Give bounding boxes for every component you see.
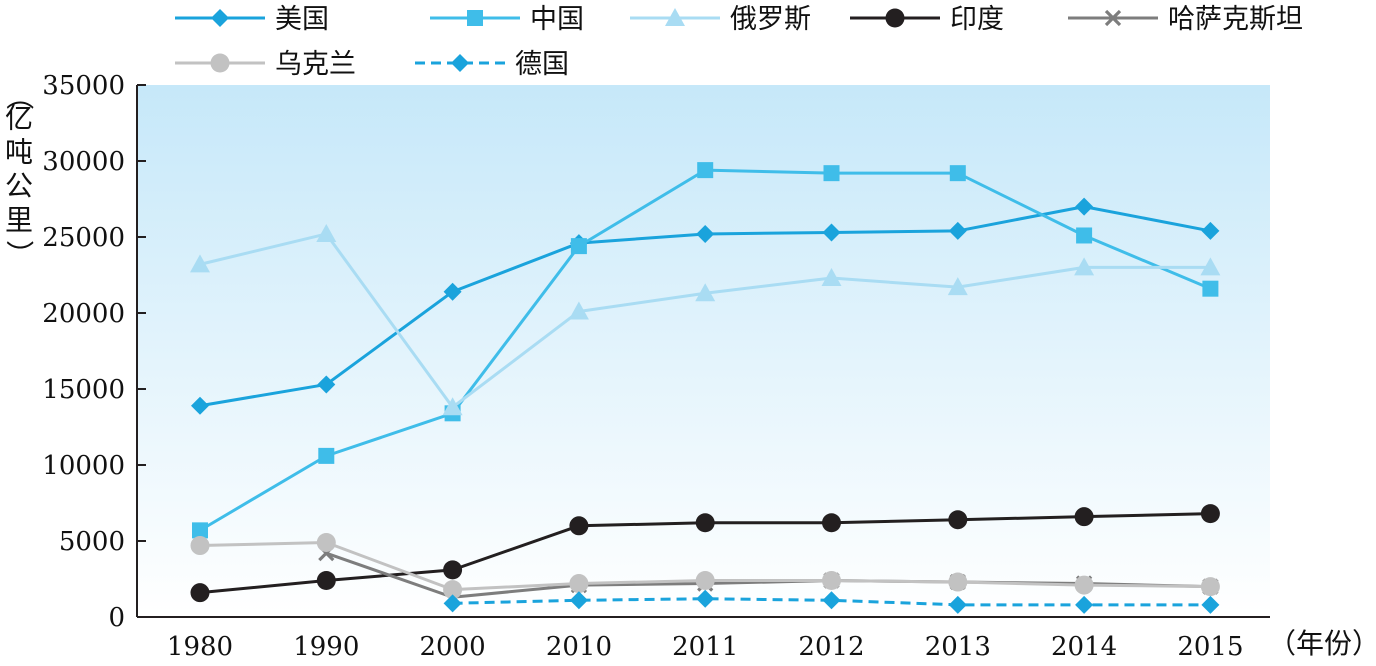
data-point-s3-1 (316, 571, 336, 591)
data-point-s2-1 (316, 223, 337, 242)
data-point-s3-2 (443, 560, 463, 580)
data-point-s0-1 (317, 375, 336, 394)
data-point-s6-4 (948, 595, 967, 614)
data-point-s3-8 (1200, 504, 1220, 524)
data-point-s1-1 (318, 447, 335, 464)
y-axis-title-char: ） (3, 240, 36, 268)
data-point-s6-6 (1201, 595, 1220, 614)
x-tick-label: 2012 (798, 632, 864, 662)
data-point-s1-4 (697, 162, 714, 179)
legend-label: 美国 (275, 4, 329, 35)
data-point-s5-0 (190, 536, 210, 556)
x-tick-label: 2011 (672, 632, 738, 662)
y-tick-label: 35000 (42, 71, 125, 101)
y-axis-title-char: 吨 (5, 136, 33, 169)
data-point-s5-2 (443, 580, 463, 600)
data-point-s1-8 (1202, 280, 1219, 297)
data-point-s6-1 (569, 591, 588, 610)
y-axis-title-char: 公 (5, 170, 33, 203)
data-point-s5-8 (1200, 577, 1220, 597)
data-point-s2-2 (442, 397, 463, 416)
x-tick-label: 2000 (420, 632, 486, 662)
legend-label: 俄罗斯 (730, 4, 811, 35)
data-point-s6-3 (822, 591, 841, 610)
data-point-s1-0 (192, 522, 208, 539)
data-point-s5-5 (822, 571, 841, 591)
data-point-s0-8 (1201, 221, 1220, 240)
legend-marker (451, 54, 469, 72)
legend-label: 德国 (515, 49, 569, 80)
y-axis-title-char: 里 (5, 204, 33, 237)
data-point-s2-0 (190, 254, 210, 273)
data-point-s6-2 (696, 589, 715, 608)
data-point-s3-6 (948, 510, 968, 530)
data-point-s3-5 (822, 513, 841, 533)
x-tick-label: 2014 (1051, 632, 1117, 662)
legend-marker (885, 8, 905, 28)
y-axis-title-char: （ (3, 82, 36, 110)
data-point-s1-3 (570, 238, 587, 255)
y-tick-label: 5000 (59, 527, 125, 557)
legend-marker (210, 53, 230, 73)
x-tick-label: 2013 (925, 632, 991, 662)
legend-label: 哈萨克斯坦 (1168, 4, 1303, 35)
x-tick-label: 2010 (546, 632, 612, 662)
data-point-s2-3 (568, 301, 589, 320)
legend-label: 印度 (950, 4, 1004, 35)
data-point-s5-7 (1074, 575, 1094, 595)
ticks-layer: 0 5000 10000 15000 20000 25000 30000 35000 1980 1… (42, 71, 1243, 662)
data-point-s2-6 (947, 277, 968, 296)
y-tick-label: 25000 (42, 223, 125, 253)
data-point-s2-8 (1200, 257, 1221, 276)
data-point-s5-6 (948, 572, 968, 592)
x-tick-label: 2015 (1177, 632, 1243, 662)
data-point-s1-7 (1076, 227, 1093, 244)
y-tick-label: 30000 (42, 147, 125, 177)
legend-marker (665, 8, 685, 26)
data-point-s5-1 (316, 533, 336, 553)
legend-label: 中国 (530, 4, 584, 35)
legend-marker (1104, 9, 1122, 27)
y-tick-label: 15000 (42, 375, 125, 405)
data-point-s0-2 (443, 282, 462, 301)
y-tick-label: 20000 (42, 299, 125, 329)
y-axis-title-char: 亿 (5, 102, 33, 135)
x-axis-title: （年份） (1268, 627, 1376, 660)
x-tick-label: 1980 (167, 632, 233, 662)
data-point-s1-5 (823, 165, 840, 182)
data-point-s2-5 (821, 268, 842, 287)
data-point-s1-6 (949, 165, 966, 182)
data-point-s3-0 (190, 583, 210, 603)
data-point-s0-0 (191, 396, 209, 415)
data-point-s0-7 (1075, 197, 1094, 216)
data-point-s2-4 (695, 283, 716, 302)
legend-marker (211, 9, 229, 27)
y-tick-label: 0 (108, 603, 125, 633)
markers-layer (190, 162, 1221, 614)
data-point-s2-7 (1074, 257, 1095, 276)
data-point-s3-3 (569, 516, 589, 536)
data-point-s3-4 (695, 513, 715, 533)
legend-marker (467, 10, 483, 26)
data-point-s6-5 (1075, 595, 1094, 614)
x-tick-label: 1990 (293, 632, 359, 662)
data-point-s3-7 (1074, 507, 1094, 527)
data-point-s5-3 (569, 574, 589, 594)
legend-label: 乌克兰 (275, 49, 356, 80)
data-point-s5-4 (695, 571, 715, 591)
data-point-s0-6 (948, 221, 967, 240)
data-point-s0-4 (696, 224, 715, 243)
data-point-s0-5 (822, 223, 841, 242)
data-point-s6-0 (443, 594, 462, 613)
y-tick-label: 10000 (42, 451, 125, 481)
